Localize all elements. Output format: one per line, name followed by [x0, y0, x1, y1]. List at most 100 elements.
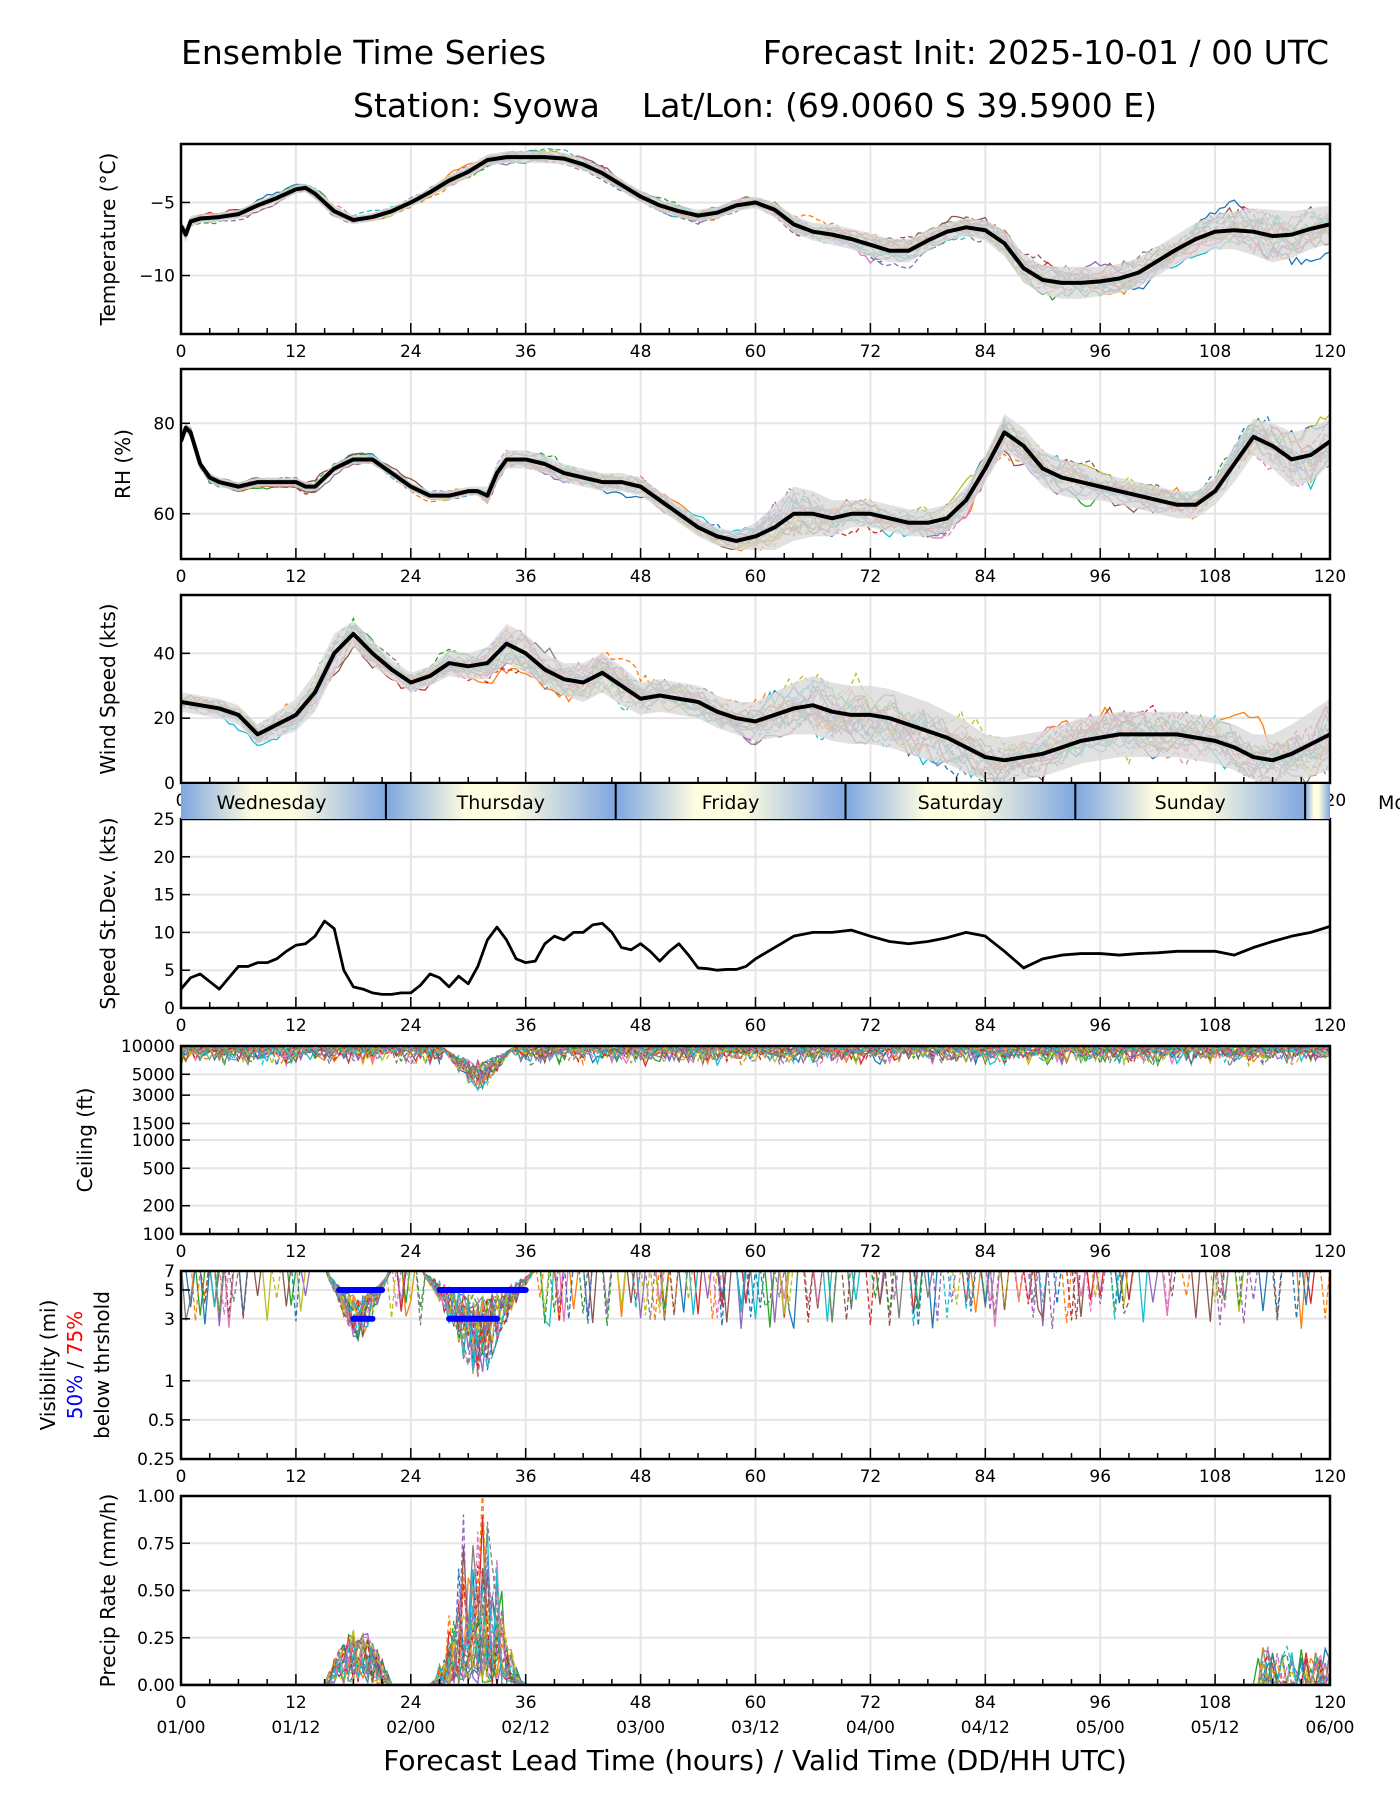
y-tick-label: −5 — [150, 193, 175, 213]
x-tick-label: 60 — [745, 1242, 767, 1262]
y-tick-label: 1.00 — [137, 1487, 175, 1507]
x-tick-label: 36 — [515, 342, 537, 362]
x-tick-label: 24 — [400, 342, 422, 362]
x-tick-label: 12 — [285, 567, 307, 587]
y-tick-label: 0 — [164, 774, 175, 794]
x-tick-label: 120 — [1314, 1242, 1346, 1262]
x-tick-label: 12 — [285, 1016, 307, 1036]
y-axis-label: Ceiling (ft) — [73, 1088, 97, 1193]
y-tick-label: 20 — [153, 709, 175, 729]
day-segment — [615, 784, 846, 819]
x-tick-label: 120 — [1314, 1016, 1346, 1036]
x-tick-label: 108 — [1199, 567, 1231, 587]
y-tick-label: 1 — [164, 1372, 175, 1392]
x-tick-label: 108 — [1199, 1693, 1231, 1713]
day-band: Wednesday Thursday Friday Saturday Sunday Mo — [181, 784, 1400, 819]
plot-area-rh — [181, 413, 1330, 552]
stdev-line — [181, 919, 1330, 996]
x-tick-label: 84 — [974, 1242, 996, 1262]
x-tick-label: 120 — [1314, 567, 1346, 587]
x-tick-label: 36 — [515, 1467, 537, 1487]
x-tick-label: 60 — [745, 567, 767, 587]
x-tick-label: 12 — [285, 1467, 307, 1487]
y-tick-label: −10 — [139, 267, 175, 287]
valid-time-label: 01/12 — [271, 1718, 320, 1738]
x-tick-label: 60 — [745, 1016, 767, 1036]
x-tick-label: 36 — [515, 1242, 537, 1262]
y-tick-label: 3000 — [132, 1086, 175, 1106]
x-tick-label: 96 — [1089, 1242, 1111, 1262]
y-axis-label: RH (%) — [111, 429, 135, 499]
panel-visibility: 0 12 24 36 48 60 72 84 96 108 120 0.25 0.5 1 3 57 Visibi… — [36, 1262, 1346, 1487]
y-axis-label: below thrshold — [90, 1291, 114, 1439]
y-tick-label: 200 — [143, 1197, 175, 1217]
x-tick-label: 0 — [176, 1242, 187, 1262]
valid-time-label: 03/12 — [731, 1718, 780, 1738]
day-segment — [1075, 784, 1306, 819]
y-tick-label: 5 — [164, 1281, 175, 1301]
day-label: Friday — [702, 792, 760, 814]
valid-time-label: 04/00 — [846, 1718, 895, 1738]
y-tick-label: 20 — [153, 848, 175, 868]
y-tick-label: 5000 — [132, 1065, 175, 1085]
x-tick-label: 0 — [176, 1467, 187, 1487]
ensemble-member-line — [181, 1046, 1330, 1083]
x-tick-label: 84 — [974, 1467, 996, 1487]
x-tick-label: 12 — [285, 1693, 307, 1713]
x-tick-label: 84 — [974, 342, 996, 362]
x-tick-label: 48 — [630, 1693, 652, 1713]
x-tick-label: 48 — [630, 567, 652, 587]
valid-time-label: 05/12 — [1191, 1718, 1240, 1738]
x-tick-label: 12 — [285, 1242, 307, 1262]
day-segment — [181, 784, 386, 819]
panel-speed_stdev: 0 12 24 36 48 60 72 84 96 108 120 0 5 10 15 20 25 Speed S… — [96, 810, 1346, 1036]
y-tick-label: 0.25 — [137, 1629, 175, 1649]
ensemble-mean-line — [181, 631, 1330, 763]
x-tick-label: 24 — [400, 1016, 422, 1036]
x-tick-label: 120 — [1314, 1467, 1346, 1487]
y-axis-label: Precip Rate (mm/h) — [96, 1494, 120, 1688]
panel-precip_rate: 0 12 24 36 48 60 72 84 96 108 120 01/00 01/12 02/00 02… — [96, 1487, 1355, 1738]
chart-title-left: Ensemble Time Series — [181, 33, 547, 72]
day-label: Sunday — [1155, 792, 1226, 814]
x-tick-label: 24 — [400, 567, 422, 587]
x-tick-label: 84 — [974, 1693, 996, 1713]
x-tick-label: 36 — [515, 567, 537, 587]
chart-subtitle: Station: Syowa Lat/Lon: (69.0060 S 39.59… — [353, 86, 1157, 125]
y-tick-label: 80 — [153, 414, 175, 434]
x-tick-label: 96 — [1089, 1693, 1111, 1713]
y-tick-label: 15 — [153, 886, 175, 906]
y-tick-label: 0 — [164, 999, 175, 1019]
y-axis-label: Temperature (°C) — [96, 153, 120, 327]
x-tick-label: 0 — [176, 342, 187, 362]
y-tick-label: 0.25 — [137, 1450, 175, 1470]
x-tick-label: 96 — [1089, 567, 1111, 587]
x-tick-label: 72 — [860, 1016, 882, 1036]
y-tick-label: 0.75 — [137, 1534, 175, 1554]
x-tick-label: 12 — [285, 342, 307, 362]
y-tick-label: 7 — [164, 1262, 175, 1282]
x-tick-label: 108 — [1199, 342, 1231, 362]
x-tick-label: 108 — [1199, 1467, 1231, 1487]
y-axis-label: Wind Speed (kts) — [96, 603, 120, 774]
x-tick-label: 24 — [400, 1242, 422, 1262]
x-tick-label: 72 — [860, 1242, 882, 1262]
plot-area-speed_stdev — [181, 919, 1330, 996]
panel-rh: 0 12 24 36 48 60 72 84 96 108 120 60 80 RH (%) — [111, 367, 1346, 587]
y-tick-label: 1000 — [132, 1131, 175, 1151]
x-tick-label: 60 — [745, 1693, 767, 1713]
day-segment — [845, 784, 1076, 819]
y-axis-label-threshold: 50% / 75% — [63, 1311, 87, 1419]
y-tick-label: 10000 — [121, 1037, 175, 1057]
valid-time-label: 04/12 — [961, 1718, 1010, 1738]
x-tick-label: 48 — [630, 1242, 652, 1262]
x-tick-label: 96 — [1089, 342, 1111, 362]
ensemble-mean-line — [181, 155, 1330, 285]
y-tick-label: 5 — [164, 961, 175, 981]
ensemble-member-line — [181, 1046, 1330, 1089]
x-tick-label: 0 — [176, 1693, 187, 1713]
y-tick-label: 40 — [153, 644, 175, 664]
valid-time-label: 05/00 — [1076, 1718, 1125, 1738]
plot-area-wind_speed — [181, 616, 1330, 783]
